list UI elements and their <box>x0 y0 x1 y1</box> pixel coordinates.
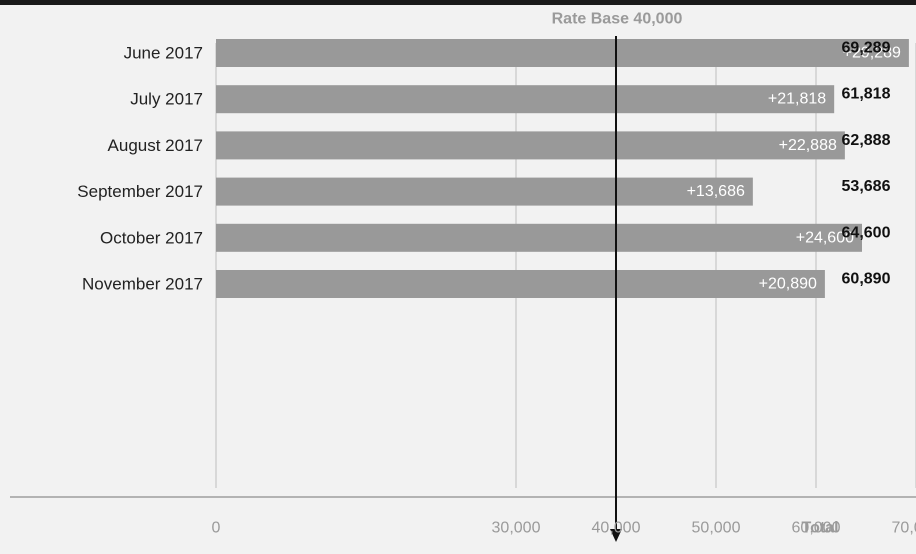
bar <box>216 131 845 160</box>
category-label: August 2017 <box>108 136 203 155</box>
bar <box>216 177 753 206</box>
bars <box>216 39 909 298</box>
x-tick-label: 70,000 <box>892 520 916 537</box>
bar <box>216 223 862 252</box>
reference-line-group <box>610 36 622 542</box>
category-label: July 2017 <box>130 90 203 109</box>
total-value: 61,818 <box>842 86 891 103</box>
category-label: November 2017 <box>82 275 203 294</box>
x-tick-label: 50,000 <box>692 520 741 537</box>
totals-header: Total <box>801 520 838 537</box>
category-label: October 2017 <box>100 228 203 247</box>
total-value: 69,289 <box>842 40 891 57</box>
gridlines <box>10 43 916 498</box>
x-tick-label: 60,000 <box>792 520 841 537</box>
bar-value-label: +21,818 <box>768 91 826 108</box>
bar-value-label: +22,888 <box>779 137 837 154</box>
bar <box>216 39 909 67</box>
bar-value-label: +20,890 <box>759 276 817 293</box>
bar-value-label: +29,289 <box>843 45 901 62</box>
category-label: September 2017 <box>77 182 203 201</box>
top-border <box>0 0 916 5</box>
x-tick-label: 30,000 <box>492 520 541 537</box>
total-value: 62,888 <box>842 132 891 149</box>
category-label: June 2017 <box>124 44 203 63</box>
bar-value-label: +24,600 <box>796 229 854 246</box>
reference-line-label: Rate Base 40,000 <box>552 11 683 28</box>
total-value: 64,600 <box>842 224 891 241</box>
total-value: 60,890 <box>842 271 891 288</box>
bar <box>216 85 835 114</box>
reference-arrow-head <box>610 529 622 542</box>
total-value: 53,686 <box>842 178 891 195</box>
bar-value-label: +13,686 <box>687 183 745 200</box>
x-tick-label: 0 <box>212 520 221 537</box>
bar <box>216 270 825 298</box>
x-tick-label: 40,000 <box>592 520 641 537</box>
